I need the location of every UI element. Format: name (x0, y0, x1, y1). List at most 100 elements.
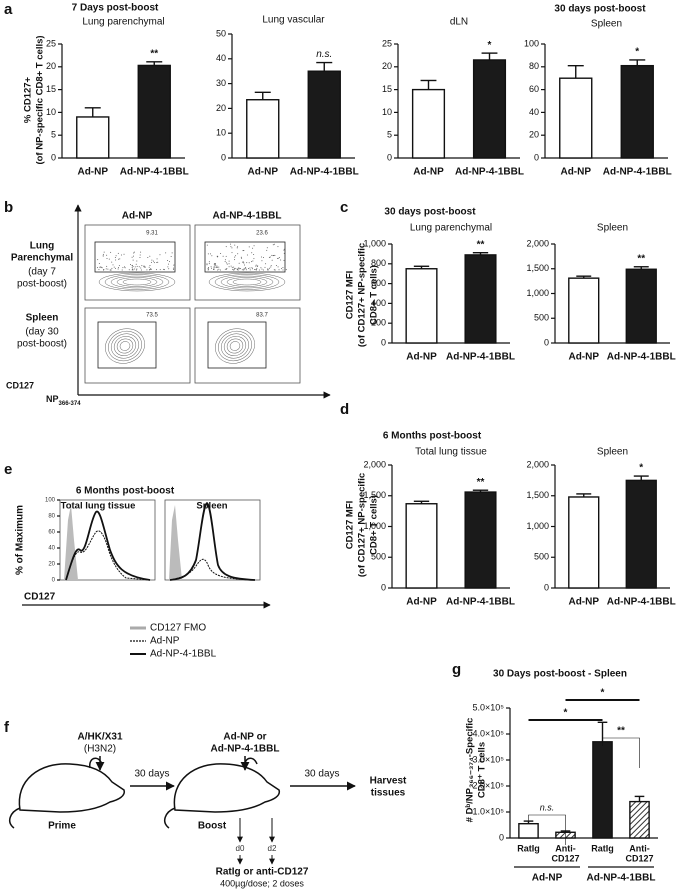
flow-dot (271, 259, 273, 261)
y-tick-label: 0 (221, 152, 226, 162)
flow-dot (245, 267, 247, 269)
y-tick-label: 80 (529, 61, 539, 71)
label: Ad-NP (568, 352, 599, 363)
label: CD8+ T cells) (369, 495, 380, 555)
bar (625, 268, 657, 344)
y-tick-label: 0 (51, 152, 56, 162)
flow-dot (139, 254, 141, 256)
contour (108, 330, 142, 362)
flow-dot (268, 257, 270, 259)
flow-dot (167, 260, 169, 262)
label: RatIg (517, 843, 540, 853)
y-tick-label: 100 (45, 498, 56, 504)
flow-dot (216, 266, 218, 268)
label: RatIg or anti-CD127 (216, 867, 309, 878)
y-tick-label: 1.0×10⁵ (472, 806, 504, 816)
flow-dot (140, 269, 142, 271)
flow-dot (241, 261, 243, 263)
flow-dot (209, 253, 211, 255)
flow-dot (226, 263, 228, 265)
flow-dot (136, 265, 138, 267)
label: (day 30 (25, 327, 59, 338)
bar (620, 64, 654, 159)
flow-dot (235, 255, 237, 257)
label: 23.6 (256, 231, 268, 237)
label: Ad-NP (150, 636, 180, 647)
flow-dot (213, 263, 215, 265)
flow-dot (277, 257, 279, 259)
label: tissues (371, 788, 406, 799)
flow-dot (117, 268, 119, 270)
label: Anti- (629, 843, 650, 853)
flow-dot (208, 267, 210, 269)
flow-dot (273, 243, 275, 245)
flow-dot (134, 266, 136, 268)
contour (215, 328, 255, 364)
flow-dot (249, 267, 251, 269)
label: e (4, 461, 12, 478)
flow-dot (165, 252, 167, 254)
y-tick-label: 1,500 (363, 490, 386, 500)
label: c (340, 199, 348, 216)
flow-dot (228, 266, 230, 268)
label: (of NP-specific CD8+ T cells) (35, 35, 46, 164)
flow-dot (120, 254, 122, 256)
flow-dot (277, 266, 279, 268)
y-tick-label: 0 (381, 582, 386, 592)
y-tick-label: 25 (382, 38, 392, 48)
bar (464, 491, 497, 589)
label: CD8⁺ T cells (477, 742, 488, 798)
flow-dot (97, 259, 99, 261)
flow-dot (260, 267, 262, 269)
flow-dot (172, 268, 174, 270)
y-tick-label: 0 (387, 152, 392, 162)
y-tick-label: 500 (534, 313, 549, 323)
flow-dot (214, 265, 216, 267)
flow-dot (117, 267, 119, 269)
label: Anti- (555, 843, 576, 853)
flow-dot (218, 266, 220, 268)
flow-dot (111, 261, 113, 263)
y-tick-label: 1,000 (363, 238, 386, 248)
label: b (4, 199, 13, 216)
flow-dot (240, 268, 242, 270)
label: Ad-NP-4-1BBL (607, 597, 676, 608)
contour (223, 336, 247, 356)
flow-dot (267, 269, 269, 271)
flow-dot (136, 260, 138, 262)
y-tick-label: 50 (216, 28, 226, 38)
flow-dot (217, 269, 219, 271)
label: Ad-NP-4-1BBL (211, 744, 280, 755)
label: Lung (30, 241, 54, 252)
flow-dot (130, 263, 132, 265)
flow-dot (123, 253, 125, 255)
label: Ad-NP-4-1BBL (120, 167, 189, 178)
flow-dot (246, 262, 248, 264)
flow-dot (216, 265, 218, 267)
flow-dot (150, 268, 152, 270)
label: post-boost) (17, 339, 67, 350)
contour (113, 336, 137, 356)
flow-dot (136, 269, 138, 271)
flow-dot (237, 253, 239, 255)
label: 30 days post-boost (554, 4, 646, 15)
flow-dot (118, 258, 120, 260)
flow-dot (251, 267, 253, 269)
y-tick-label: 15 (382, 84, 392, 94)
flow-dot (237, 269, 239, 271)
flow-dot (208, 263, 210, 265)
label: 6 Months post-boost (383, 431, 482, 442)
flow-dot (242, 250, 244, 252)
label: 73.5 (146, 313, 158, 319)
label: * (639, 463, 643, 474)
y-tick-label: 20 (46, 61, 56, 71)
flow-dot (147, 256, 149, 258)
flow-dot (230, 265, 232, 267)
label: 30 days post-boost (384, 207, 476, 218)
label: A/HK/X31 (77, 732, 122, 743)
flow-dot (207, 269, 209, 271)
label: ** (477, 477, 485, 488)
contour (226, 277, 268, 287)
y-tick-label: 10 (46, 107, 56, 117)
flow-dot (234, 259, 236, 261)
